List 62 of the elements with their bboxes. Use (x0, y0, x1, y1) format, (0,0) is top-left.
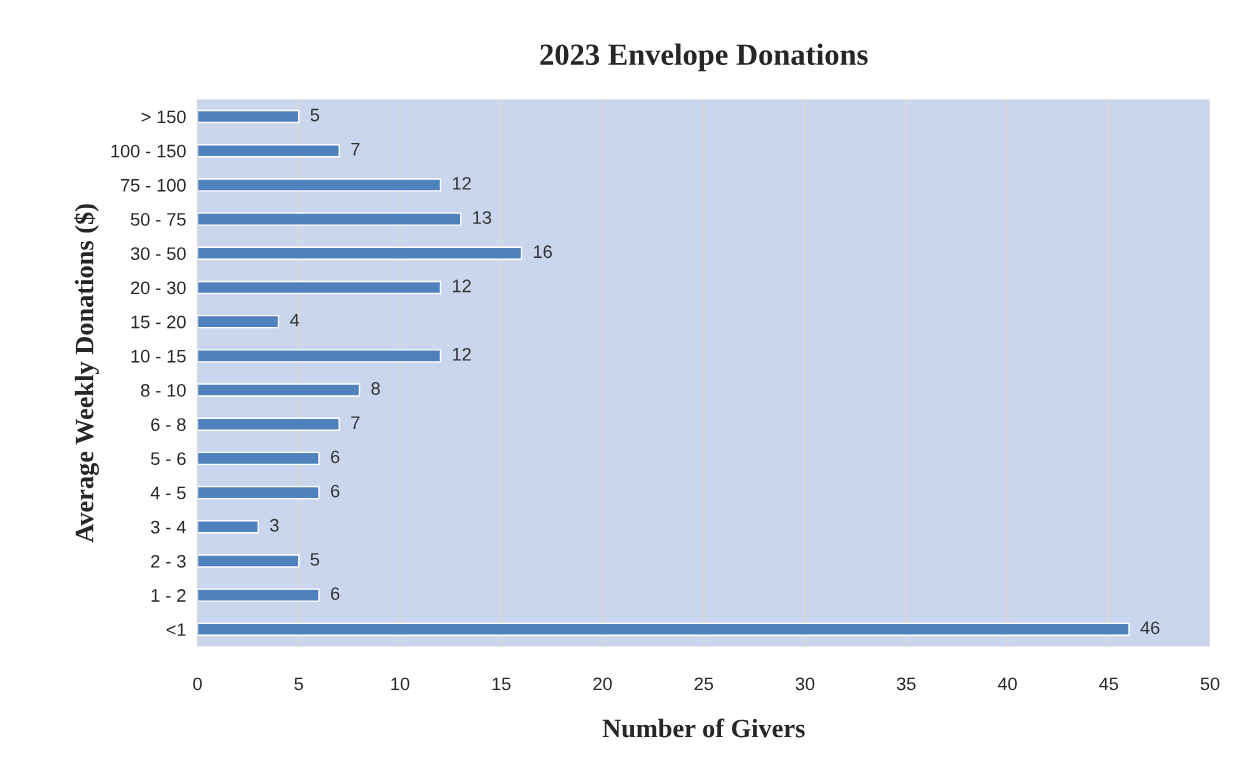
y-tick-label: 3 - 4 (150, 520, 186, 534)
data-label: 5 (310, 553, 320, 566)
x-tick-label: 40 (997, 677, 1017, 691)
bar (197, 383, 361, 397)
data-label: 12 (452, 347, 471, 361)
x-tick-label: 25 (694, 677, 714, 691)
data-label: 12 (452, 279, 471, 293)
y-tick-label: 8 - 10 (141, 383, 186, 397)
data-label: 6 (331, 587, 340, 600)
bar (197, 246, 523, 260)
y-tick-label: 5 - 6 (150, 452, 186, 466)
data-label: 46 (1140, 621, 1160, 635)
x-tick-label: 15 (492, 677, 511, 691)
bar (197, 451, 320, 466)
x-axis-title: Number of Givers (602, 718, 805, 738)
data-label: 6 (331, 450, 340, 464)
x-tick-label: 20 (593, 677, 612, 691)
x-tick-label: 0 (193, 677, 202, 691)
y-tick-label: > 150 (141, 110, 186, 124)
y-tick-label: 4 - 5 (150, 486, 186, 500)
bar (197, 314, 280, 329)
y-axis-title: Average Weekly Donations ($) (74, 204, 99, 543)
bar (197, 212, 462, 226)
bar (197, 554, 300, 568)
y-tick-label: 50 - 75 (130, 213, 186, 226)
bar (197, 280, 442, 295)
x-tick-label: 10 (391, 677, 410, 691)
bar (197, 417, 340, 431)
y-tick-label: 10 - 15 (131, 349, 186, 363)
y-tick-label: 6 - 8 (151, 418, 186, 431)
data-label: 3 (270, 518, 279, 532)
data-label: 16 (533, 245, 552, 259)
bar (197, 144, 340, 158)
x-tick-label: 30 (795, 677, 815, 691)
data-label: 7 (351, 416, 360, 429)
bar (197, 520, 259, 534)
x-tick-label: 50 (1200, 677, 1220, 691)
data-label: 5 (310, 108, 320, 122)
x-tick-label: 5 (294, 677, 304, 691)
data-label: 6 (331, 484, 340, 498)
y-tick-label: 100 - 150 (111, 144, 186, 158)
data-label: 12 (452, 176, 471, 190)
chart-title: 2023 Envelope Donations (540, 43, 868, 72)
data-label: 4 (290, 313, 300, 327)
bar (197, 349, 442, 363)
y-tick-label: 20 - 30 (131, 281, 186, 295)
data-label: 8 (371, 382, 380, 395)
y-tick-label: 15 - 20 (131, 315, 186, 329)
y-tick-label: 1 - 2 (151, 589, 186, 602)
y-tick-label: 75 - 100 (121, 178, 186, 192)
y-tick-label: 30 - 50 (130, 247, 186, 261)
y-tick-label: 2 - 3 (151, 554, 186, 568)
x-tick-label: 35 (896, 677, 916, 691)
x-tick-label: 45 (1099, 677, 1119, 691)
bar (197, 588, 320, 602)
data-label: 7 (351, 142, 360, 156)
bar (197, 178, 442, 192)
y-tick-label: <1 (166, 623, 186, 636)
data-label: 13 (473, 211, 492, 224)
bar (197, 622, 1130, 637)
bar (197, 109, 300, 124)
bar (197, 485, 320, 500)
